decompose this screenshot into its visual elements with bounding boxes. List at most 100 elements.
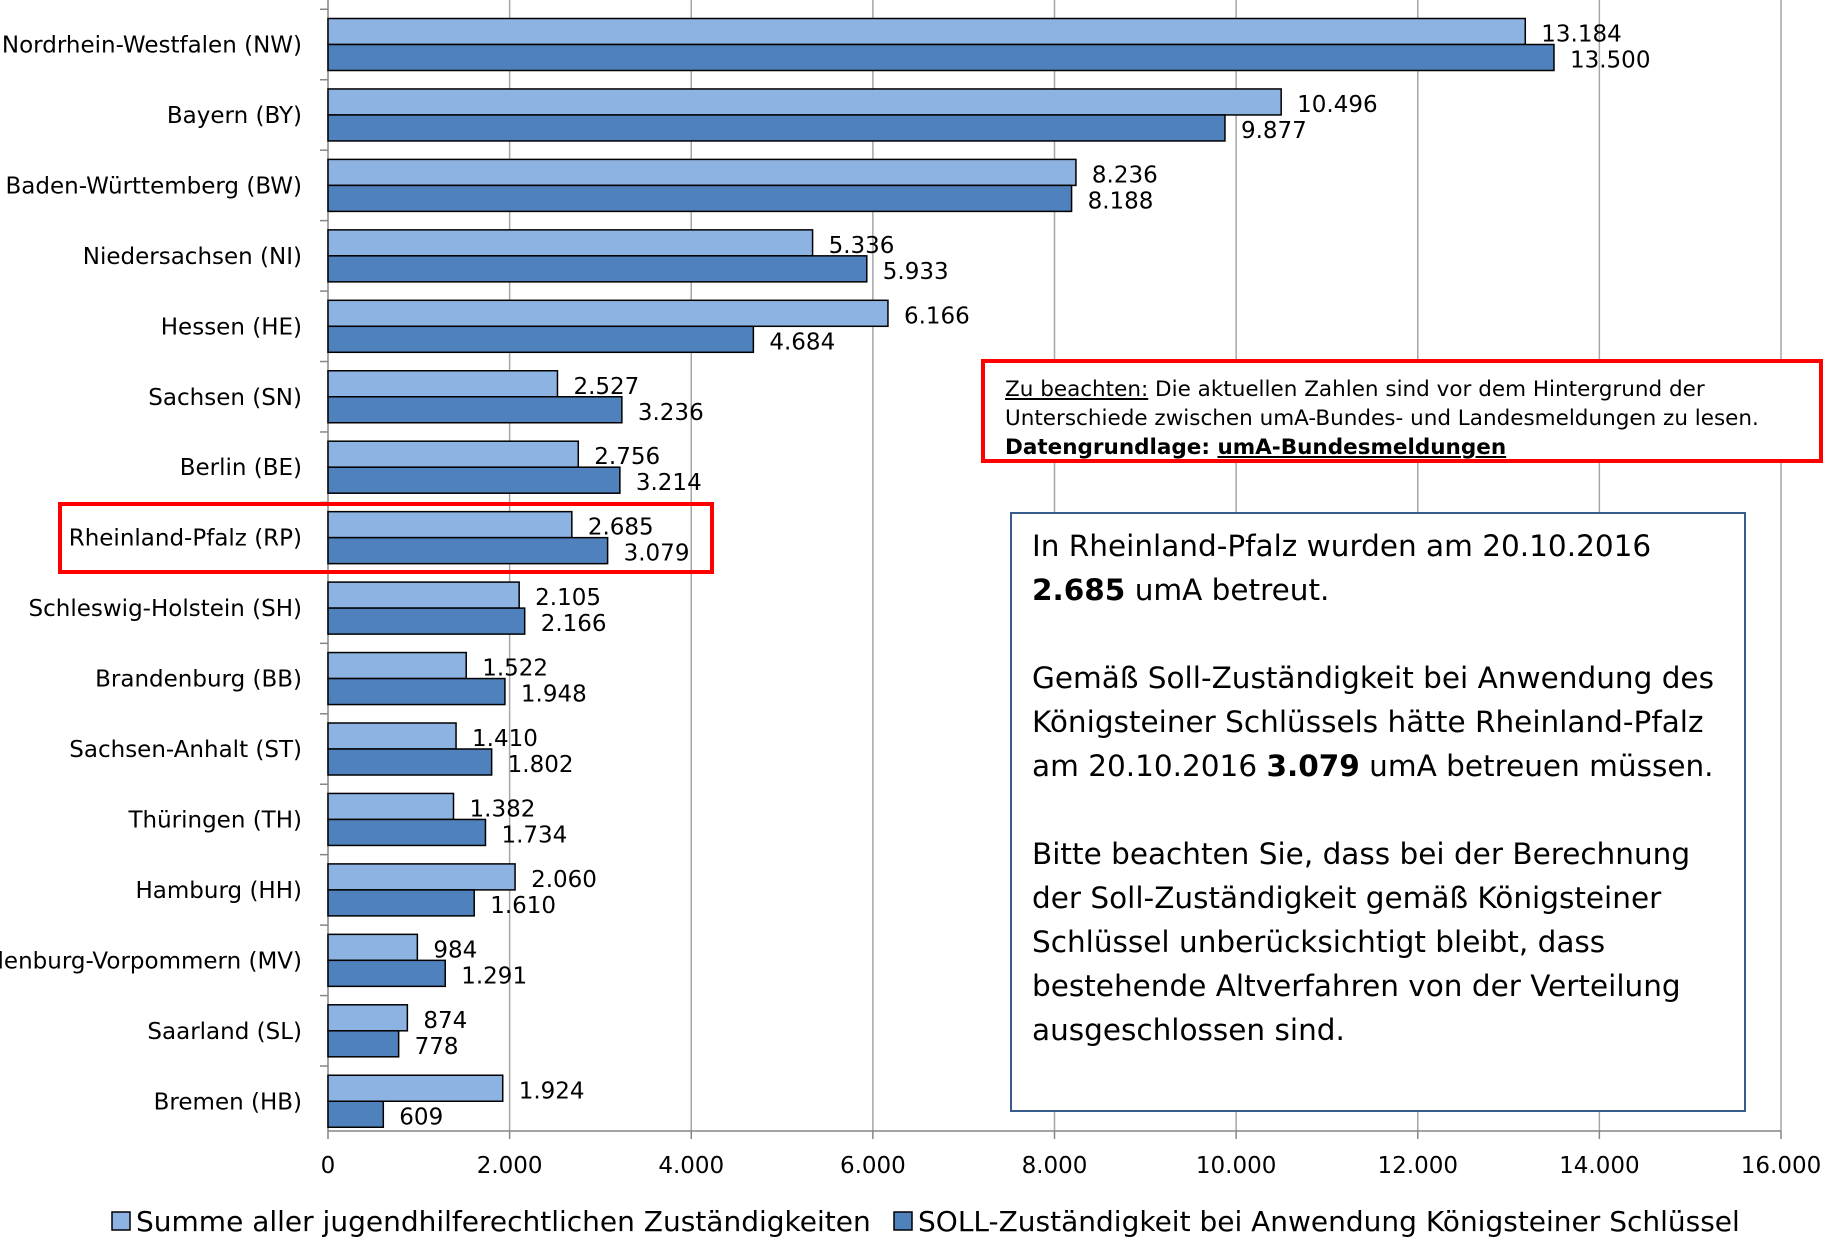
category-label: Thüringen (TH) <box>127 807 302 833</box>
bar-soll <box>327 677 506 706</box>
legend-label: SOLL-Zuständigkeit bei Anwendung Königst… <box>918 1205 1740 1238</box>
x-tick-label: 12.000 <box>1378 1153 1458 1179</box>
note-box: Zu beachten: Die aktuellen Zahlen sind v… <box>981 359 1823 463</box>
category-labels: Nordrhein-Westfalen (NW) Bayern (BY) Baden… <box>0 33 302 1116</box>
data-label-summe: 2.060 <box>531 867 597 893</box>
info-paragraph-3: Bitte beachten Sie, dass bei der Berechn… <box>1032 837 1691 1047</box>
note-source-value: umA-Bundesmeldungen <box>1217 435 1507 460</box>
data-label-summe: 874 <box>423 1008 467 1034</box>
data-label-summe: 984 <box>433 937 477 963</box>
category-label: Nordrhein-Westfalen (NW) <box>2 33 302 59</box>
bar-summe <box>327 510 573 539</box>
category-label: Brandenburg (BB) <box>95 667 302 693</box>
category-label: Hessen (HE) <box>161 314 302 340</box>
x-tick-label: 8.000 <box>1022 1153 1088 1179</box>
info-p1-count: 2.685 <box>1032 573 1126 607</box>
info-paragraph-1: In Rheinland-Pfalz wurden am 20.10.2016 2… <box>1032 524 1744 612</box>
data-label-soll: 1.802 <box>508 752 574 778</box>
info-p2-text-a: Gemäß Soll-Zuständigkeit bei Anwendung d… <box>1032 661 1714 783</box>
bar-soll <box>327 748 493 776</box>
category-label: Bremen (HB) <box>154 1089 302 1115</box>
note-line-1-text: Die aktuellen Zahlen sind vor dem Hinter… <box>1148 377 1705 402</box>
bar-summe <box>327 581 520 609</box>
info-p2-count: 3.079 <box>1266 749 1360 783</box>
legend-swatch <box>893 1211 913 1231</box>
x-axis-tick-labels: 0 2.000 4.000 6.000 8.000 10.000 12.000 14.000 1… <box>321 1153 1822 1179</box>
data-label-summe: 8.236 <box>1092 162 1158 188</box>
bar-summe <box>327 299 889 328</box>
category-label: Hamburg (HH) <box>136 878 302 904</box>
data-label-soll: 3.214 <box>636 470 702 496</box>
note-source-label: Datengrundlage: <box>1005 435 1218 460</box>
data-label-soll: 609 <box>399 1104 443 1130</box>
category-label: Schleswig-Holstein (SH) <box>29 596 302 622</box>
data-label-soll: 4.684 <box>769 329 835 355</box>
bar-soll <box>327 466 621 494</box>
category-label: Berlin (BE) <box>180 455 302 481</box>
legend: Summe aller jugendhilferechtlichen Zustä… <box>111 1205 1740 1238</box>
data-label-summe: 1.522 <box>482 656 548 682</box>
data-label-soll: 1.610 <box>490 893 556 919</box>
category-label: Sachsen-Anhalt (ST) <box>69 737 302 763</box>
info-p2-text-b: umA betreuen müssen. <box>1359 749 1714 783</box>
data-label-soll: 3.079 <box>624 541 690 567</box>
note-line-2: Unterschiede zwischen umA-Bundes- und La… <box>1005 406 1759 431</box>
bar-soll <box>327 184 1073 213</box>
data-label-soll: 9.877 <box>1241 118 1307 144</box>
bar-summe <box>327 1004 409 1032</box>
bar-summe <box>327 440 580 468</box>
category-label: Rheinland-Pfalz (RP) <box>69 526 302 552</box>
bar-summe <box>327 722 457 750</box>
category-label: Niedersachsen (NI) <box>83 244 302 270</box>
bar-soll <box>327 536 609 565</box>
x-tick-label: 0 <box>321 1153 336 1179</box>
rheinland-pfalz-highlight-frame <box>58 502 714 574</box>
legend-label: Summe aller jugendhilferechtlichen Zustä… <box>136 1205 871 1238</box>
bar-soll <box>327 1030 400 1058</box>
bar-summe <box>327 17 1527 46</box>
x-tick-label: 10.000 <box>1196 1153 1276 1179</box>
category-label: Mecklenburg-Vorpommern (MV) <box>0 948 302 974</box>
data-label-soll: 2.166 <box>541 611 607 637</box>
data-label-summe: 2.685 <box>588 515 654 541</box>
category-label: Bayern (BY) <box>167 103 302 129</box>
data-label-soll: 5.933 <box>883 259 949 285</box>
note-line-3: Datengrundlage: umA-Bundesmeldungen <box>1005 433 1819 462</box>
data-label-soll: 778 <box>415 1034 459 1060</box>
bar-soll <box>327 889 475 917</box>
category-label: Sachsen (SN) <box>148 385 302 411</box>
data-label-summe: 1.410 <box>472 726 538 752</box>
category-label: Saarland (SL) <box>147 1019 302 1045</box>
data-label-summe: 13.184 <box>1541 22 1621 48</box>
info-paragraph-2: Gemäß Soll-Zuständigkeit bei Anwendung d… <box>1032 656 1744 788</box>
bar-summe <box>327 933 419 962</box>
bar-summe <box>327 229 814 257</box>
x-tick-label: 4.000 <box>658 1153 724 1179</box>
data-label-summe: 2.527 <box>573 374 639 400</box>
category-label: Baden-Württemberg (BW) <box>6 173 302 199</box>
data-label-summe: 2.756 <box>594 444 660 470</box>
bar-summe <box>327 158 1077 187</box>
bar-soll <box>327 607 526 635</box>
data-label-soll: 13.500 <box>1570 48 1650 74</box>
bar-soll <box>327 114 1226 142</box>
data-label-soll: 3.236 <box>638 400 704 426</box>
data-label-soll: 1.948 <box>521 682 587 708</box>
bar-summe <box>327 863 516 891</box>
x-tick-label: 16.000 <box>1741 1153 1821 1179</box>
note-line-1: Zu beachten: Die aktuellen Zahlen sind v… <box>1005 375 1819 404</box>
bar-soll <box>327 396 623 424</box>
bar-soll <box>327 255 868 283</box>
data-label-summe: 5.336 <box>829 233 895 259</box>
data-label-summe: 10.496 <box>1297 92 1377 118</box>
bar-summe <box>327 370 559 398</box>
info-box: In Rheinland-Pfalz wurden am 20.10.2016 2… <box>1010 512 1746 1112</box>
bar-summe <box>327 651 467 680</box>
bar-soll <box>327 959 446 988</box>
x-tick-label: 14.000 <box>1559 1153 1639 1179</box>
data-label-soll: 8.188 <box>1088 188 1154 214</box>
bar-soll <box>327 325 755 354</box>
bar-soll <box>327 1100 385 1128</box>
data-label-summe: 2.105 <box>535 585 601 611</box>
